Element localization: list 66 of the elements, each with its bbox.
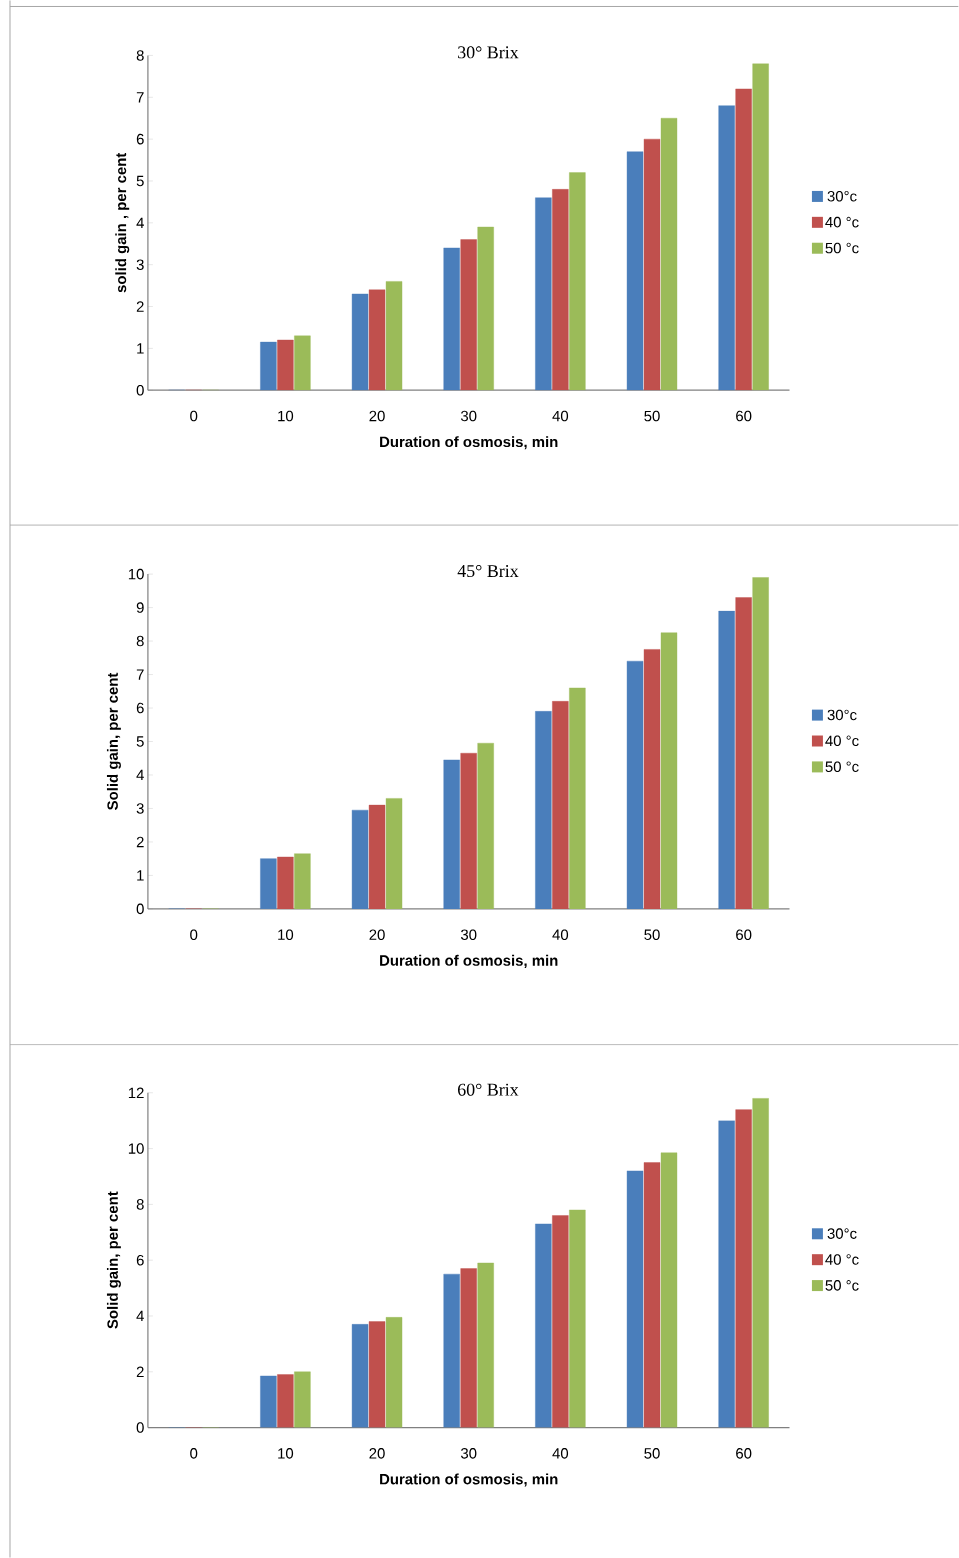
y-axis-title: Solid gain, per cent: [107, 672, 122, 810]
x-tick-label: 20: [369, 410, 385, 422]
y-axis-title: solid gain , per cent: [115, 152, 130, 293]
x-tick-label: 60: [736, 929, 752, 940]
x-tick-label: 10: [278, 410, 294, 422]
x-tick-label: 30: [461, 1448, 477, 1459]
y-tick-label: 10: [128, 1143, 144, 1154]
x-tick-label: 30: [461, 929, 477, 940]
y-tick-label: 2: [136, 836, 144, 848]
chart-title: 45° Brix: [457, 564, 519, 578]
x-tick-label: 40: [552, 929, 569, 940]
x-tick-label: 40: [552, 410, 569, 422]
y-tick-label: 2: [136, 301, 144, 312]
y-tick-label: 1: [137, 870, 144, 881]
x-tick-label: 0: [190, 929, 198, 940]
legend-label: 50 °c: [825, 761, 859, 773]
x-tick-label: 50: [644, 410, 660, 422]
y-tick-label: 4: [136, 769, 145, 781]
x-tick-label: 30: [461, 410, 477, 422]
y-tick-label: 2: [136, 1366, 144, 1377]
y-tick-label: 0: [136, 384, 144, 396]
legend-label: 50 °c: [825, 242, 859, 254]
legend-label: 50 °c: [825, 1280, 859, 1291]
legend-label: 40 °c: [825, 1254, 859, 1265]
legend-label: 30°c: [827, 1228, 857, 1239]
y-tick-label: 1: [137, 343, 144, 354]
x-axis-title: Duration of osmosis, min: [380, 436, 558, 450]
y-tick-label: 8: [136, 635, 144, 647]
legend-label: 30°c: [827, 709, 857, 721]
y-tick-label: 4: [136, 1310, 145, 1322]
x-tick-label: 10: [278, 929, 294, 940]
y-tick-label: 9: [136, 602, 144, 613]
x-tick-label: 0: [190, 1448, 198, 1459]
y-tick-label: 3: [136, 259, 144, 270]
y-tick-label: 8: [136, 1199, 144, 1210]
y-tick-label: 5: [136, 736, 144, 747]
x-tick-label: 20: [369, 1448, 385, 1459]
x-tick-label: 60: [736, 1448, 752, 1459]
y-tick-label: 7: [136, 92, 144, 103]
x-tick-label: 50: [644, 1448, 660, 1459]
x-tick-label: 20: [369, 929, 385, 940]
x-axis-title: Duration of osmosis, min: [380, 954, 558, 968]
x-tick-label: 40: [552, 1448, 569, 1459]
x-axis-title: Duration of osmosis, min: [380, 1473, 558, 1487]
y-tick-label: 10: [128, 568, 144, 580]
y-tick-label: 7: [136, 669, 144, 680]
x-tick-label: 0: [190, 410, 198, 422]
y-tick-label: 12: [128, 1087, 144, 1098]
y-tick-label: 0: [136, 903, 144, 915]
x-tick-label: 10: [278, 1448, 294, 1459]
y-tick-label: 5: [136, 175, 144, 187]
y-tick-label: 6: [136, 702, 144, 714]
y-tick-label: 3: [136, 803, 144, 814]
y-tick-label: 4: [136, 217, 145, 228]
chart-title: 60° Brix: [458, 1083, 519, 1096]
legend-label: 40 °c: [825, 216, 859, 228]
y-tick-label: 6: [136, 133, 144, 145]
x-tick-label: 60: [736, 410, 752, 422]
legend-label: 40 °c: [825, 735, 859, 747]
legend-label: 30°c: [827, 190, 857, 202]
y-tick-label: 8: [136, 50, 144, 61]
y-tick-label: 6: [136, 1254, 144, 1266]
chart-title: 30° Brix: [458, 46, 519, 59]
x-tick-label: 50: [644, 929, 660, 940]
y-axis-title: Solid gain, per cent: [107, 1191, 122, 1329]
y-tick-label: 0: [136, 1422, 144, 1433]
